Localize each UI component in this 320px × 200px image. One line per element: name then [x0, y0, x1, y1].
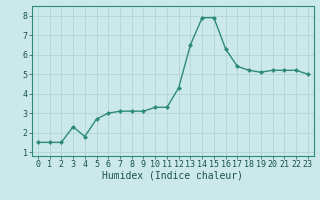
X-axis label: Humidex (Indice chaleur): Humidex (Indice chaleur) [102, 171, 243, 181]
